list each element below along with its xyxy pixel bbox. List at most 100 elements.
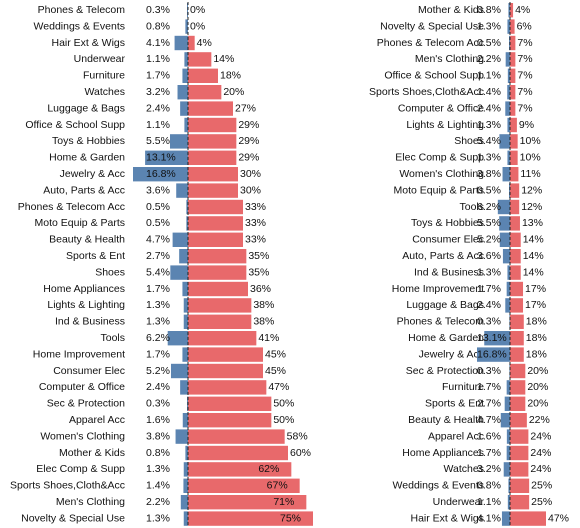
bar (505, 101, 510, 116)
value-label: 14% (523, 266, 544, 278)
bar (510, 380, 526, 395)
value-label: 0.5% (146, 217, 170, 229)
value-label: 3.8% (146, 430, 170, 442)
value-label: 1.1% (146, 53, 170, 65)
bar (510, 35, 516, 51)
value-label: 1.1% (146, 119, 170, 131)
bar (188, 298, 252, 313)
value-label: 1.3% (146, 463, 170, 475)
bar (510, 314, 524, 329)
bar (508, 478, 510, 493)
bar (510, 3, 514, 18)
value-label: 14% (523, 250, 544, 262)
value-label: 0.8% (477, 4, 501, 16)
category-label: Home Improvement (33, 348, 125, 360)
value-label: 18% (526, 332, 547, 344)
value-label: 1.7% (477, 447, 501, 459)
category-label: Toys & Hobbies (411, 217, 484, 229)
value-label: 1.6% (146, 414, 170, 426)
bar (510, 68, 516, 83)
value-label: 13% (522, 217, 543, 229)
value-label: 2.4% (146, 102, 170, 114)
bar (188, 495, 307, 510)
value-label: 33% (245, 201, 266, 213)
category-label: Auto, Parts & Acc (402, 250, 484, 262)
category-label: Sports & Ent (66, 250, 125, 262)
value-label: 24% (530, 430, 551, 442)
bar (507, 19, 510, 34)
value-label: 38% (253, 299, 274, 311)
bar (506, 281, 510, 297)
value-label: 1.3% (477, 20, 501, 32)
bar (183, 314, 188, 329)
bar (510, 347, 524, 362)
value-label: 10% (520, 152, 541, 164)
bar (186, 216, 188, 231)
value-label: 0.5% (477, 184, 501, 196)
bar (499, 134, 510, 149)
category-label: Novelty & Special Use (21, 512, 125, 524)
bar (510, 167, 519, 182)
value-label: 3.6% (146, 184, 170, 196)
bar (500, 413, 510, 428)
bar (175, 429, 188, 444)
value-label: 29% (238, 119, 259, 131)
value-label: 1.7% (146, 283, 170, 295)
value-label: 41% (258, 332, 279, 344)
value-label: 20% (527, 365, 548, 377)
value-label: 0.5% (146, 201, 170, 213)
category-label: Sports Shoes,Cloth&Acc (10, 480, 125, 492)
value-label: 3.8% (477, 168, 501, 180)
category-label: Elec Comp & Supp (395, 152, 484, 164)
category-label: Sports & Ent (425, 398, 484, 410)
bar (497, 199, 510, 215)
bar (502, 167, 510, 182)
bar (510, 117, 517, 133)
value-label: 0% (190, 4, 205, 16)
category-label: Sec & Protection (406, 365, 484, 377)
bar (509, 314, 510, 329)
bar (505, 298, 510, 313)
value-label: 24% (530, 463, 551, 475)
category-label: Home & Garden (408, 332, 484, 344)
bar (510, 478, 530, 493)
value-label: 25% (531, 496, 552, 508)
value-label: 16.8% (146, 168, 176, 180)
bar (510, 511, 546, 526)
bar (188, 445, 288, 461)
bar (507, 68, 510, 83)
category-label: Shoes (454, 135, 484, 147)
bar (188, 101, 233, 116)
value-label: 2.2% (146, 496, 170, 508)
bar (188, 199, 243, 215)
bar (510, 249, 521, 264)
value-label: 1.1% (477, 496, 501, 508)
bar (188, 216, 243, 231)
bar (506, 380, 510, 395)
bar (186, 199, 188, 215)
bar (188, 347, 263, 362)
bar (188, 429, 285, 444)
category-label: Jewelry & Acc (60, 168, 125, 180)
category-label: Hair Ext & Wigs (410, 512, 484, 524)
value-label: 1.3% (477, 266, 501, 278)
bar (510, 462, 529, 477)
bar (477, 347, 510, 362)
value-label: 4.1% (477, 512, 501, 524)
bar (182, 281, 188, 297)
value-label: 20% (223, 86, 244, 98)
category-label: Lights & Lighting (406, 119, 484, 131)
bar (507, 150, 510, 165)
value-label: 0.3% (146, 4, 170, 16)
category-label: Underwear (74, 53, 126, 65)
bar (187, 3, 188, 18)
bar (510, 265, 521, 280)
bar (179, 249, 188, 264)
value-label: 0.3% (477, 316, 501, 328)
value-label: 24% (530, 447, 551, 459)
bar (501, 511, 510, 526)
category-label: Weddings & Events (393, 480, 484, 492)
bar (188, 249, 247, 264)
value-label: 60% (290, 447, 311, 459)
